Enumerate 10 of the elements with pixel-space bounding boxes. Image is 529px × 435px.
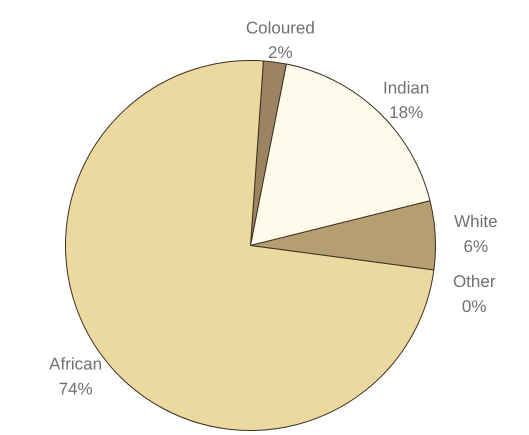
data-label: 2%: [268, 42, 293, 62]
data-label: 18%: [389, 102, 424, 122]
category-label: Other: [452, 272, 496, 292]
slice-label: Coloured: [246, 18, 315, 38]
slice-label: African: [49, 354, 102, 374]
text: 0%: [462, 296, 487, 316]
data-label: 74%: [58, 379, 93, 398]
slice-label: White: [454, 212, 498, 232]
data-label: 6%: [464, 236, 488, 256]
slice-label: Indian: [382, 78, 430, 98]
